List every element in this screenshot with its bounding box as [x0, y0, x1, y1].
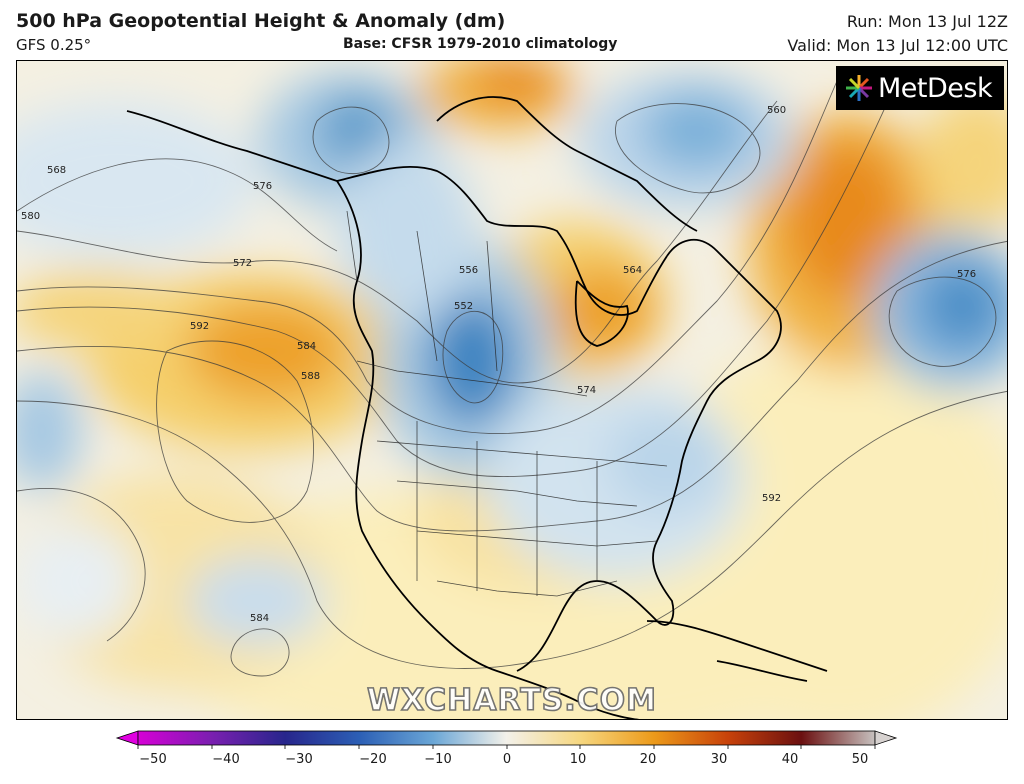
colorbar: −50 −40 −30 −20 −10 0 10 20 30 40 50 [0, 726, 1024, 784]
colorbar-min-arrow [115, 730, 139, 746]
run-time-label: Run: Mon 13 Jul 12Z [846, 12, 1008, 31]
contour-label: 592 [190, 321, 209, 332]
contour-label: 552 [454, 301, 473, 312]
valid-time-label: Valid: Mon 13 Jul 12:00 UTC [787, 36, 1008, 55]
colorbar-gradient [137, 730, 876, 746]
colorbar-scale [115, 730, 898, 749]
contour-label: 576 [253, 181, 272, 192]
colorbar-tick: −40 [212, 752, 240, 767]
contour-label: 588 [301, 371, 320, 382]
colorbar-tick: 30 [710, 752, 728, 767]
chart-title: 500 hPa Geopotential Height & Anomaly (d… [16, 10, 506, 32]
colorbar-tick: −30 [285, 752, 313, 767]
colorbar-tick: −50 [139, 752, 167, 767]
model-label: GFS 0.25° [16, 36, 92, 54]
contour-label: 576 [957, 269, 976, 280]
contour-label: 584 [297, 341, 316, 352]
colorbar-tick: −20 [359, 752, 387, 767]
metdesk-logo-text: MetDesk [878, 72, 993, 104]
contour-label: 592 [762, 493, 781, 504]
colorbar-tick: 40 [781, 752, 799, 767]
colorbar-tick: 50 [851, 752, 869, 767]
political-borders [346, 210, 668, 597]
contour-label: 568 [47, 165, 66, 176]
metdesk-flower-icon [846, 75, 872, 101]
contour-label: 574 [577, 385, 596, 396]
anomaly-map: 568 580 572 592 584 588 556 552 564 576 … [17, 61, 1007, 719]
contour-label: 572 [233, 258, 252, 269]
contour-label: 580 [21, 211, 40, 222]
contour-label: 584 [250, 613, 269, 624]
colorbar-tick: 20 [639, 752, 657, 767]
contour-label: 560 [767, 105, 786, 116]
base-climatology-label: Base: CFSR 1979-2010 climatology [343, 36, 618, 52]
colorbar-tick: 10 [569, 752, 587, 767]
height-contours [17, 80, 1007, 677]
colorbar-max-arrow [874, 730, 898, 746]
colorbar-tick: 0 [502, 752, 512, 767]
colorbar-tick: −10 [424, 752, 452, 767]
contour-label: 556 [459, 265, 478, 276]
coastlines [126, 96, 828, 719]
map-panel: 568 580 572 592 584 588 556 552 564 576 … [16, 60, 1008, 720]
watermark: WXCHARTS.COM [366, 682, 658, 719]
contour-label-group: 568 580 572 592 584 588 556 552 564 576 … [21, 105, 976, 624]
metdesk-logo: MetDesk [836, 66, 1004, 110]
contour-label: 564 [623, 265, 642, 276]
